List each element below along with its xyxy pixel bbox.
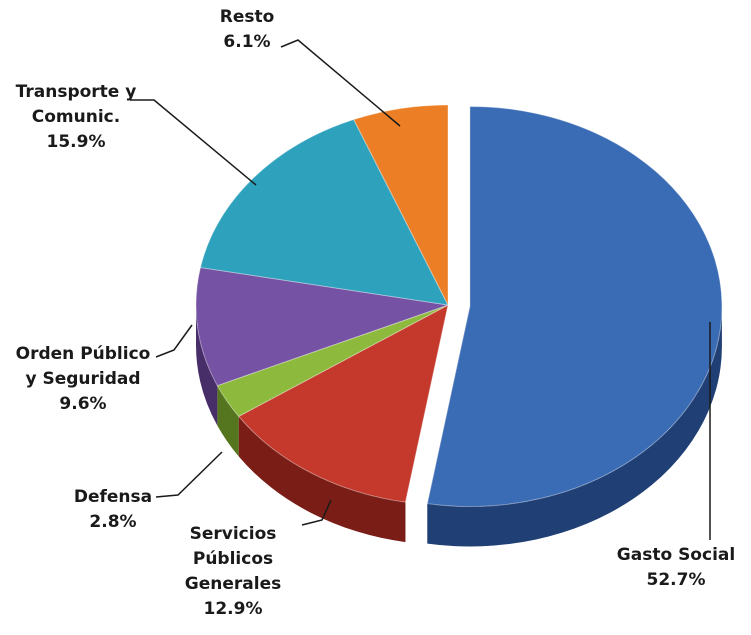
slice-value: 12.9% xyxy=(203,599,263,619)
slice-label-line: Resto xyxy=(219,7,275,27)
slice-label-2: Defensa 2.8% xyxy=(74,485,152,535)
leader-line-2 xyxy=(155,451,223,498)
leader-line-5 xyxy=(280,39,401,127)
slice-label-1: Servicios Públicos Generales 12.9% xyxy=(185,522,281,622)
slice-value: 52.7% xyxy=(646,570,706,590)
slice-label-3: Orden Público y Seguridad 9.6% xyxy=(16,342,151,417)
slice-value: 2.8% xyxy=(89,512,137,532)
pie-slice-4 xyxy=(199,118,449,306)
slice-label-line: Públicos xyxy=(192,549,274,569)
slice-side-2 xyxy=(217,385,239,457)
slice-value: 9.6% xyxy=(59,394,107,414)
slice-label-4: Transporte y Comunic. 15.9% xyxy=(16,80,137,155)
slice-side-0 xyxy=(427,306,722,547)
slice-label-line: Generales xyxy=(184,574,282,594)
slice-label-line: Defensa xyxy=(73,487,153,507)
slice-value: 6.1% xyxy=(223,32,271,52)
pie-slice-0 xyxy=(426,105,723,507)
slice-label-line: Servicios xyxy=(189,524,277,544)
pie-slice-1 xyxy=(237,304,449,503)
slice-label-line: Orden Público xyxy=(15,344,151,364)
slice-side-3 xyxy=(196,305,218,426)
slice-side-1 xyxy=(238,416,406,543)
pie-top xyxy=(195,104,723,507)
slice-value: 15.9% xyxy=(46,132,106,152)
pie-slice-5 xyxy=(353,104,449,306)
leader-line-4 xyxy=(130,99,257,186)
slice-label-5: Resto 6.1% xyxy=(220,5,275,55)
pie-slice-2 xyxy=(216,304,449,418)
slice-label-line: Gasto Social xyxy=(616,545,736,565)
slice-label-line: Transporte y xyxy=(15,82,137,102)
leader-line-1 xyxy=(301,499,332,526)
leader-lines xyxy=(130,39,711,540)
slice-label-line: Comunic. xyxy=(31,107,121,127)
pie-slice-3 xyxy=(195,266,449,387)
slice-label-line: y Seguridad xyxy=(25,369,141,389)
slice-label-0: Gasto Social 52.7% xyxy=(617,543,735,593)
leader-line-3 xyxy=(155,324,193,358)
